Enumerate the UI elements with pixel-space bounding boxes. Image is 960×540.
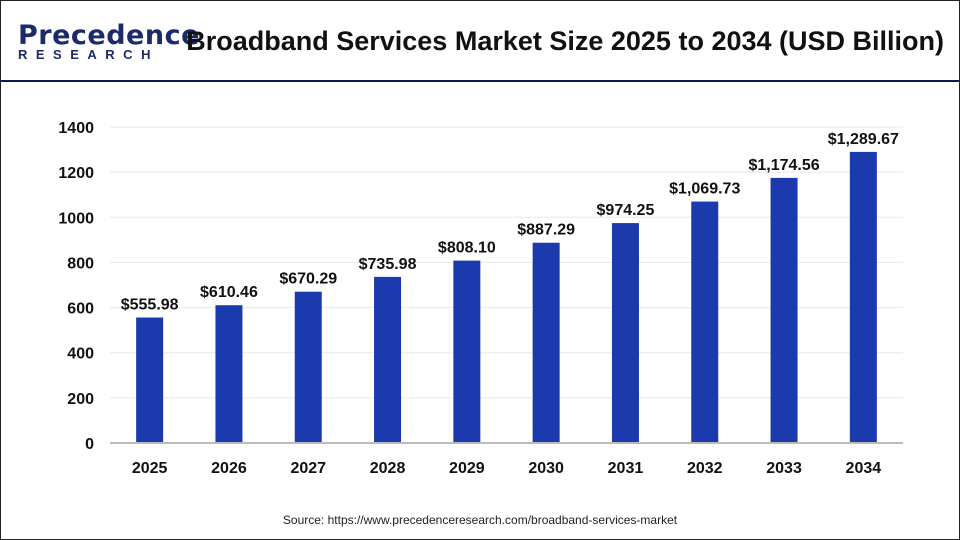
y-tick-label: 1400	[58, 120, 94, 137]
y-tick-label: 600	[67, 301, 94, 318]
y-tick-label: 400	[67, 346, 94, 363]
source-note: Source: https://www.precedenceresearch.c…	[282, 513, 678, 527]
bar-2030	[532, 242, 560, 443]
precedence-research-logo: Precedence RESEARCH	[18, 20, 200, 62]
data-label: $555.98	[121, 297, 179, 314]
y-tick-label: 800	[67, 255, 94, 272]
data-label: $670.29	[279, 271, 337, 288]
data-label: $808.10	[438, 240, 496, 257]
data-label: $1,069.73	[669, 181, 740, 198]
data-label: $1,174.56	[748, 157, 819, 174]
header: Precedence RESEARCH Broadband Services M…	[0, 0, 960, 82]
x-tick-label: 2026	[211, 460, 247, 477]
bar-2031	[611, 223, 639, 443]
y-tick-label: 200	[67, 391, 94, 408]
x-tick-label: 2033	[766, 460, 802, 477]
bar-2028	[374, 276, 402, 443]
bar-2032	[691, 201, 719, 443]
x-tick-label: 2032	[687, 460, 723, 477]
chart-title: Broadband Services Market Size 2025 to 2…	[186, 26, 944, 56]
bar-2026	[215, 305, 243, 443]
data-label: $974.25	[597, 202, 655, 219]
x-tick-label: 2031	[608, 460, 644, 477]
x-tick-label: 2027	[290, 460, 326, 477]
bar-2034	[849, 151, 877, 443]
data-label: $887.29	[517, 222, 575, 239]
x-tick-label: 2034	[846, 460, 882, 477]
bar-2025	[136, 317, 164, 443]
y-tick-label: 1000	[58, 210, 94, 227]
x-tick-label: 2028	[370, 460, 406, 477]
bar-2029	[453, 260, 481, 443]
data-label: $610.46	[200, 284, 258, 301]
data-label: $735.98	[359, 256, 417, 273]
y-tick-label: 1200	[58, 165, 94, 182]
x-tick-label: 2025	[132, 460, 168, 477]
y-tick-label: 0	[85, 436, 94, 453]
x-tick-label: 2030	[528, 460, 564, 477]
data-label: $1,289.67	[828, 131, 899, 148]
logo-text: Precedence	[18, 20, 200, 51]
bar-2027	[294, 291, 322, 443]
bar-2033	[770, 177, 798, 444]
x-tick-label: 2029	[449, 460, 485, 477]
logo-subtext: RESEARCH	[18, 47, 159, 62]
